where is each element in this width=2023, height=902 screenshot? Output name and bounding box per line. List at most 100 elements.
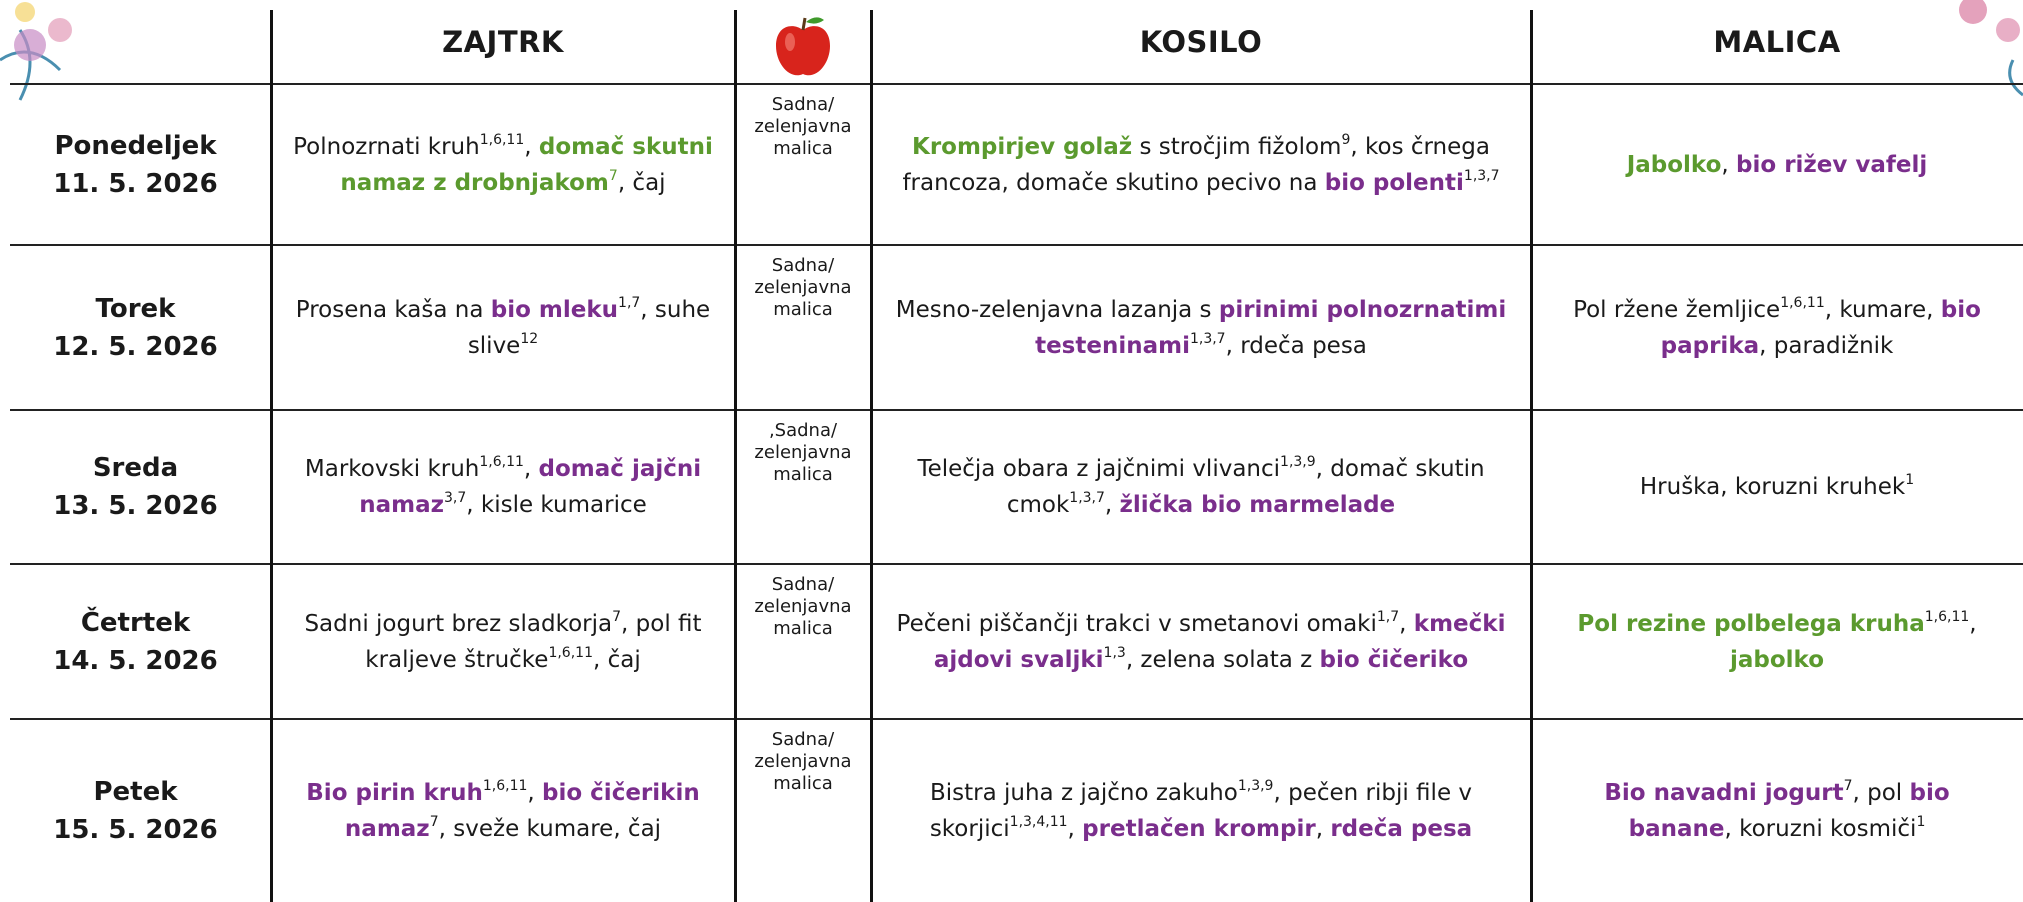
- lunch-cell: Mesno-zelenjavna lazanja s pirinimi poln…: [871, 245, 1531, 410]
- menu-text: , kos črnega francoza, domače skutino pe…: [902, 133, 1490, 196]
- breakfast-text: Markovski kruh1,6,11, domač jajčni namaz…: [271, 451, 735, 523]
- fruit-line: zelenjavna: [754, 442, 852, 463]
- fruit-line: zelenjavna: [754, 116, 852, 137]
- allergen-note: 1,6,11: [1924, 608, 1970, 625]
- allergen-note: 3,7: [444, 490, 467, 506]
- allergen-note: 1,7: [618, 294, 641, 311]
- highlight-text: pretlačen krompir: [1082, 815, 1316, 842]
- allergen-note: 7: [1843, 777, 1853, 794]
- menu-text: Polnozrnati kruh: [293, 133, 480, 160]
- allergen-note: 1,3,7: [1463, 167, 1500, 184]
- menu-text: ,: [1104, 492, 1120, 518]
- flower-decoration: [1959, 0, 2023, 97]
- column-header: MALICA: [1713, 25, 1841, 59]
- fruit-line: malica: [773, 299, 833, 320]
- allergen-note: 1,3,7: [1069, 490, 1105, 506]
- highlight-text: jabolko: [1729, 646, 1825, 673]
- highlight-text: bio polenti: [1324, 169, 1464, 196]
- allergen-note: 7: [608, 167, 618, 184]
- menu-text: , kumare,: [1824, 296, 1941, 323]
- row-line: [10, 244, 2023, 246]
- snack-text: Pol rezine polbelega kruha1,6,11, jabolk…: [1531, 606, 2023, 678]
- fruit-line: malica: [773, 773, 833, 794]
- menu-text: ,: [1067, 815, 1083, 842]
- menu-text: Pol ržene žemljice: [1573, 296, 1781, 323]
- menu-text: , koruzni kosmiči: [1724, 815, 1917, 842]
- allergen-note: 1: [1916, 813, 1926, 830]
- lunch-cell: Bistra juha z jajčno zakuho1,3,9, pečen …: [871, 719, 1531, 902]
- day-name: Sreda: [92, 453, 179, 483]
- fruit-line: malica: [773, 138, 833, 159]
- lunch-cell: Krompirjev golaž s stročjim fižolom9, ko…: [871, 84, 1531, 245]
- column-line: [870, 10, 873, 902]
- highlight-text: bio banane: [1628, 779, 1950, 842]
- fruit-line: zelenjavna: [754, 277, 852, 298]
- lunch-cell: Pečeni piščančji trakci v smetanovi omak…: [871, 564, 1531, 719]
- menu-text: Prosena kaša na: [295, 296, 491, 323]
- day-cell: Četrtek 14. 5. 2026: [0, 564, 271, 719]
- highlight-text: bio čičeriko: [1319, 646, 1469, 673]
- breakfast-cell: Polnozrnati kruh1,6,11, domač skutni nam…: [271, 84, 735, 245]
- snack-cell: Bio navadni jogurt7, pol bio banane, kor…: [1531, 719, 2023, 902]
- menu-text: Telečja obara z jajčnimi vlivanci: [917, 456, 1281, 482]
- column-line: [270, 10, 273, 902]
- allergen-note: 9: [1341, 131, 1351, 148]
- lunch-text: Krompirjev golaž s stročjim fižolom9, ko…: [871, 129, 1531, 201]
- snack-text: Pol ržene žemljice1,6,11, kumare, bio pa…: [1531, 292, 2023, 364]
- breakfast-text: Bio pirin kruh1,6,11, bio čičerikin nama…: [271, 775, 735, 847]
- menu-text: Pečeni piščančji trakci v smetanovi omak…: [896, 610, 1377, 637]
- lunch-text: Bistra juha z jajčno zakuho1,3,9, pečen …: [871, 775, 1531, 847]
- fruit-cell: Sadna/zelenjavna malica: [735, 564, 871, 719]
- fruit-line: malica: [773, 464, 833, 485]
- allergen-note: 1,3,7: [1189, 330, 1226, 347]
- menu-text: , čaj: [617, 169, 666, 196]
- lunch-text: Telečja obara z jajčnimi vlivanci1,3,9, …: [871, 451, 1531, 523]
- menu-text: , pečen ribji file v skorjici: [929, 779, 1473, 842]
- row-line: [10, 83, 2023, 85]
- menu-text: , rdeča pesa: [1225, 332, 1367, 359]
- fruit-line: Sadna/: [771, 255, 835, 276]
- menu-text: , zelena solata z: [1125, 646, 1320, 673]
- breakfast-text: Polnozrnati kruh1,6,11, domač skutni nam…: [271, 129, 735, 201]
- menu-text: ,: [524, 133, 539, 160]
- day-date: 15. 5. 2026: [53, 814, 218, 845]
- day-cell: Petek 15. 5. 2026: [0, 719, 271, 902]
- menu-text: , paradižnik: [1759, 332, 1894, 359]
- breakfast-cell: Prosena kaša na bio mleku1,7, suhe slive…: [271, 245, 735, 410]
- menu-text: Markovski kruh: [304, 456, 480, 482]
- menu-text: , domač skutin cmok: [1006, 456, 1485, 518]
- fruit-cell: Sadna/zelenjavna malica: [735, 84, 871, 245]
- day-name: Četrtek: [80, 607, 191, 638]
- highlight-text: pirinimi polnozrnatimi testeninami: [1035, 296, 1507, 359]
- allergen-note: 12: [520, 330, 539, 347]
- breakfast-cell: Sadni jogurt brez sladkorja7, pol fit kr…: [271, 564, 735, 719]
- allergen-note: 1,3,4,11: [1009, 813, 1068, 830]
- menu-text: ,: [1721, 151, 1737, 178]
- highlight-text: domač jajčni namaz: [359, 456, 702, 518]
- menu-text: , kisle kumarice: [466, 492, 647, 518]
- day-cell: Sreda 13. 5. 2026: [0, 410, 271, 564]
- breakfast-text: Sadni jogurt brez sladkorja7, pol fit kr…: [271, 606, 735, 678]
- snack-cell: Pol ržene žemljice1,6,11, kumare, bio pa…: [1531, 245, 2023, 410]
- column-header: KOSILO: [1139, 25, 1263, 59]
- lunch-cell: Telečja obara z jajčnimi vlivanci1,3,9, …: [871, 410, 1531, 564]
- menu-text: , čaj: [592, 646, 641, 673]
- row-line: [10, 718, 2023, 720]
- column-line: [1530, 10, 1533, 902]
- highlight-text: kmečki ajdovi svaljki: [933, 610, 1506, 673]
- menu-text: , pol: [1852, 779, 1910, 806]
- highlight-text: Bio pirin kruh: [306, 779, 483, 806]
- snack-text: Jabolko, bio rižev vafelj: [1605, 147, 1950, 183]
- allergen-note: 7: [612, 608, 622, 625]
- lunch-text: Mesno-zelenjavna lazanja s pirinimi poln…: [871, 292, 1531, 364]
- highlight-text: domač skutni namaz z drobnjakom: [340, 133, 713, 196]
- flower-decoration: [0, 2, 72, 101]
- allergen-note: 1,6,11: [482, 777, 528, 794]
- allergen-note: 1,6,11: [548, 644, 593, 661]
- row-line: [10, 409, 2023, 411]
- menu-text: , suhe slive: [467, 296, 711, 359]
- allergen-note: 1: [1905, 472, 1915, 488]
- menu-text: ,: [1969, 610, 1977, 637]
- fruit-line: Sadna/: [771, 574, 835, 595]
